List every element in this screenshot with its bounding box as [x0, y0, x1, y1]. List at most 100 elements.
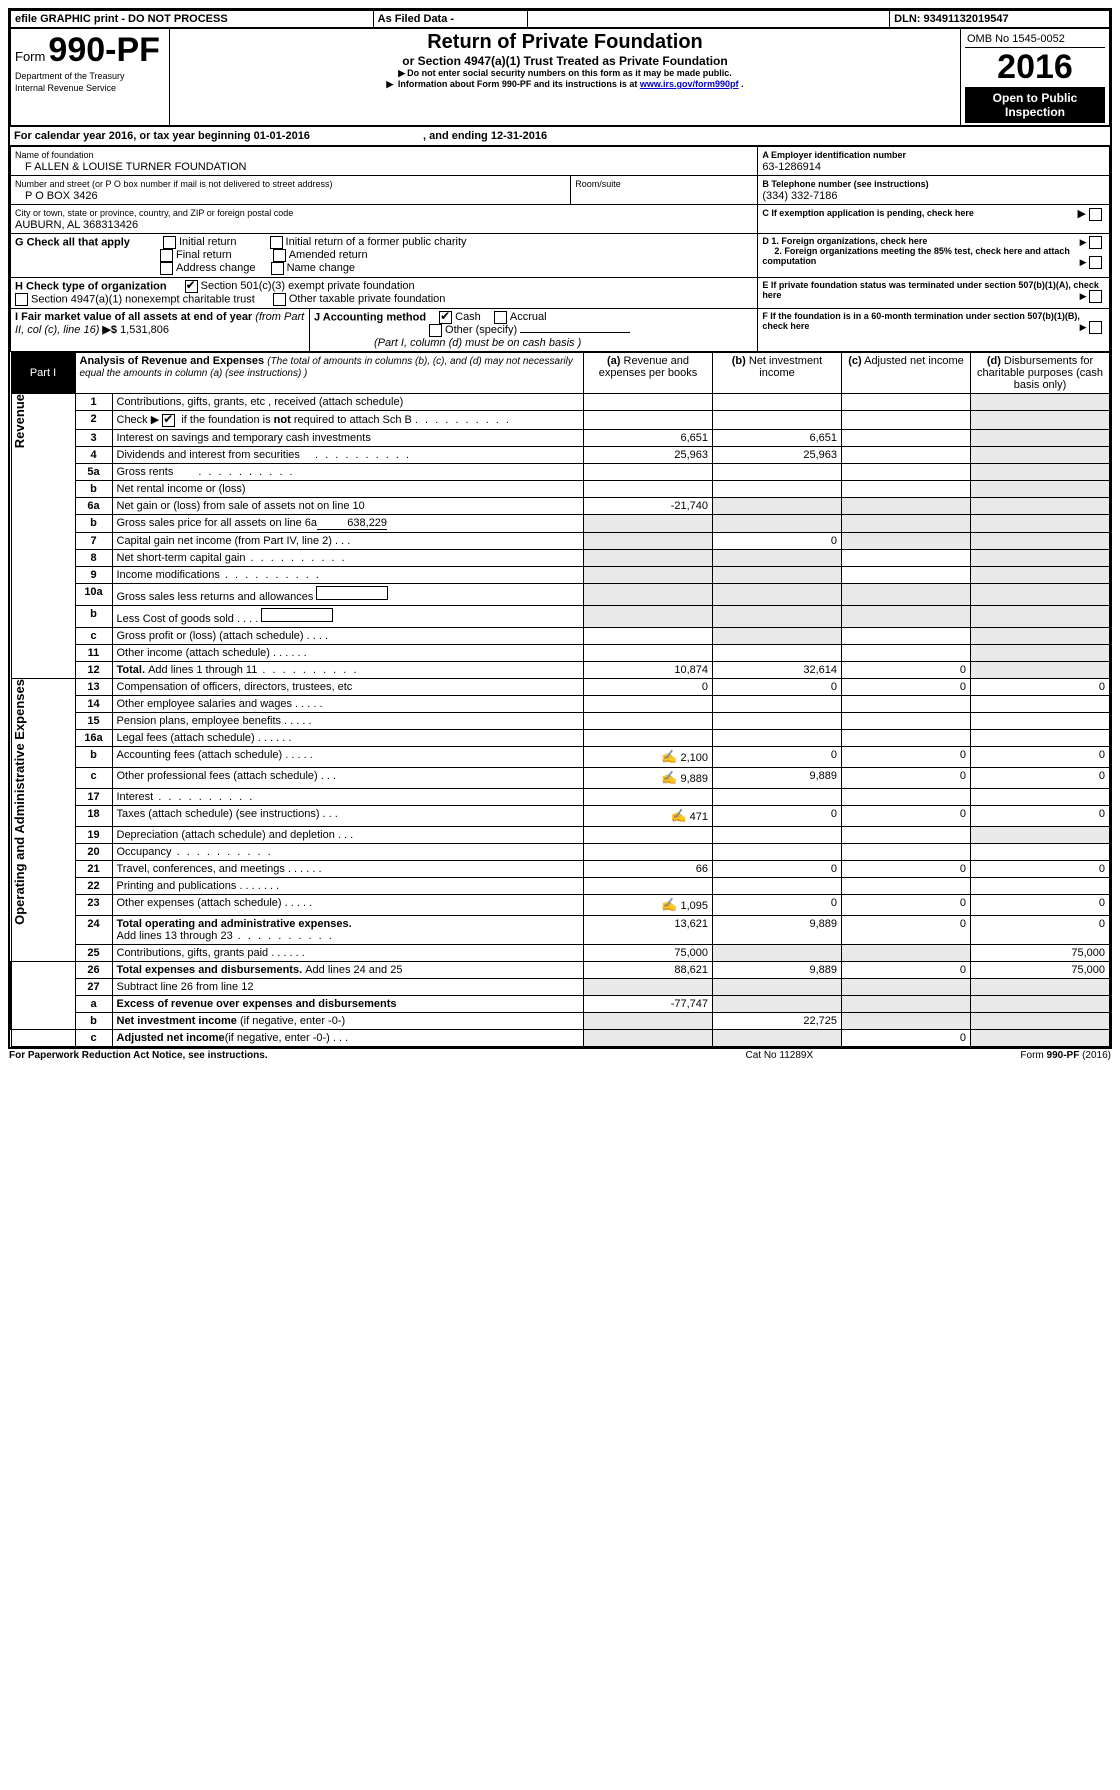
cal-text-b: , and ending	[423, 130, 491, 142]
ein-label: A Employer identification number	[762, 150, 906, 160]
g-address: Address change	[176, 262, 256, 274]
cell-value: 66	[584, 860, 713, 877]
row-label: Compensation of officers, directors, tru…	[112, 678, 584, 695]
instructions-link[interactable]: www.irs.gov/form990pf	[640, 79, 739, 89]
row-num: b	[75, 605, 112, 627]
row-label: Capital gain net income (from Part IV, l…	[112, 532, 584, 549]
h-4947-checkbox[interactable]	[15, 293, 28, 306]
cell-value: 0	[713, 894, 842, 915]
c-label: C If exemption application is pending, c…	[762, 208, 974, 218]
cell-value: 471	[690, 811, 708, 823]
cell-value: 2,100	[680, 752, 708, 764]
identity-block: Name of foundation F ALLEN & LOUISE TURN…	[10, 146, 1110, 352]
phone-value: (334) 332-7186	[762, 190, 837, 202]
year-begin: 01-01-2016	[254, 130, 310, 142]
cell-value: 25,963	[584, 446, 713, 463]
h-501c3-checkbox[interactable]	[185, 280, 198, 293]
row-label: Occupancy	[112, 843, 584, 860]
e-checkbox[interactable]	[1089, 290, 1102, 303]
cell-value: 0	[842, 767, 971, 788]
row-label: Net investment income (if negative, ente…	[112, 1012, 584, 1029]
cell-value: 0	[971, 746, 1110, 767]
cell-value: 1,095	[680, 900, 708, 912]
row-label: Other employee salaries and wages . . . …	[112, 695, 584, 712]
g-initial-checkbox[interactable]	[163, 236, 176, 249]
attach-icon[interactable]	[661, 752, 680, 764]
footer-left: For Paperwork Reduction Act Notice, see …	[8, 1049, 688, 1062]
g-name-checkbox[interactable]	[271, 262, 284, 275]
cell-value: 0	[842, 860, 971, 877]
phone-label: B Telephone number (see instructions)	[762, 179, 928, 189]
row-num: c	[75, 1029, 112, 1046]
row-num: 21	[75, 860, 112, 877]
cell-value: 0	[713, 860, 842, 877]
row-num: 25	[75, 944, 112, 961]
j-cash-checkbox[interactable]	[439, 311, 452, 324]
g-final: Final return	[176, 249, 232, 261]
g-former-checkbox[interactable]	[270, 236, 283, 249]
cell-value: 0	[842, 661, 971, 678]
spacer	[527, 11, 890, 28]
row-num: b	[75, 746, 112, 767]
d1-checkbox[interactable]	[1089, 236, 1102, 249]
row-label: Check ▶ if the foundation is not require…	[112, 411, 584, 430]
c-checkbox[interactable]	[1089, 208, 1102, 221]
cell-value: 0	[842, 961, 971, 978]
cell-value: 75,000	[584, 944, 713, 961]
city-label: City or town, state or province, country…	[15, 208, 293, 218]
g-final-checkbox[interactable]	[160, 249, 173, 262]
cell-value: 75,000	[971, 944, 1110, 961]
cell-value: 0	[842, 1029, 971, 1046]
row-num: 19	[75, 826, 112, 843]
row-label: Legal fees (attach schedule) . . . . . .	[112, 729, 584, 746]
info-suffix: .	[741, 79, 744, 89]
d2-checkbox[interactable]	[1089, 256, 1102, 269]
j-other-checkbox[interactable]	[429, 324, 442, 337]
col-a-header: (a) (a) Revenue and expenses per booksRe…	[584, 353, 713, 394]
j-accrual-checkbox[interactable]	[494, 311, 507, 324]
row-label: Interest	[112, 788, 584, 805]
cell-value: 22,725	[713, 1012, 842, 1029]
g-amended-checkbox[interactable]	[273, 249, 286, 262]
g-address-checkbox[interactable]	[160, 262, 173, 275]
attach-icon[interactable]	[661, 773, 680, 785]
j-accrual: Accrual	[510, 311, 547, 323]
cell-value: 0	[584, 678, 713, 695]
attach-icon[interactable]	[670, 811, 689, 823]
row-label: Contributions, gifts, grants, etc , rece…	[112, 394, 584, 411]
f-checkbox[interactable]	[1089, 321, 1102, 334]
h-501c3: Section 501(c)(3) exempt private foundat…	[201, 280, 415, 292]
cell-value: 0	[842, 805, 971, 826]
row-num: 22	[75, 877, 112, 894]
form-prefix: Form	[15, 49, 45, 64]
row-label: Net short-term capital gain	[112, 549, 584, 566]
row-num: 7	[75, 532, 112, 549]
j-cash: Cash	[455, 311, 481, 323]
row-label: Accounting fees (attach schedule) . . . …	[112, 746, 584, 767]
row-label: Gross sales less returns and allowances	[112, 583, 584, 605]
row-label: Printing and publications . . . . . . .	[112, 877, 584, 894]
row-label: Net gain or (loss) from sale of assets n…	[112, 497, 584, 514]
attach-icon[interactable]	[661, 900, 680, 912]
cell-value: 0	[971, 860, 1110, 877]
cell-value: -77,747	[584, 995, 713, 1012]
row-label: Travel, conferences, and meetings . . . …	[112, 860, 584, 877]
cell-value: 6,651	[584, 429, 713, 446]
irs: Internal Revenue Service	[15, 83, 116, 93]
h-4947: Section 4947(a)(1) nonexempt charitable …	[31, 293, 255, 305]
row-label: Income modifications	[112, 566, 584, 583]
schb-checkbox[interactable]	[162, 414, 175, 427]
cell-value: 0	[842, 894, 971, 915]
row-num: 16a	[75, 729, 112, 746]
addr-label: Number and street (or P O box number if …	[15, 179, 332, 189]
info-text: Information about Form 990-PF and its in…	[398, 79, 640, 89]
expenses-side-label: Operating and Administrative Expenses	[11, 678, 75, 961]
dln-label: DLN:	[894, 13, 920, 25]
i-arrow: ▶$	[102, 324, 120, 336]
dln-value: 93491132019547	[924, 13, 1009, 25]
h-other-checkbox[interactable]	[273, 293, 286, 306]
as-filed: As Filed Data -	[373, 11, 527, 28]
arrow-icon	[398, 68, 407, 78]
row-num: 10a	[75, 583, 112, 605]
dln-cell: DLN: 93491132019547	[890, 11, 1110, 28]
